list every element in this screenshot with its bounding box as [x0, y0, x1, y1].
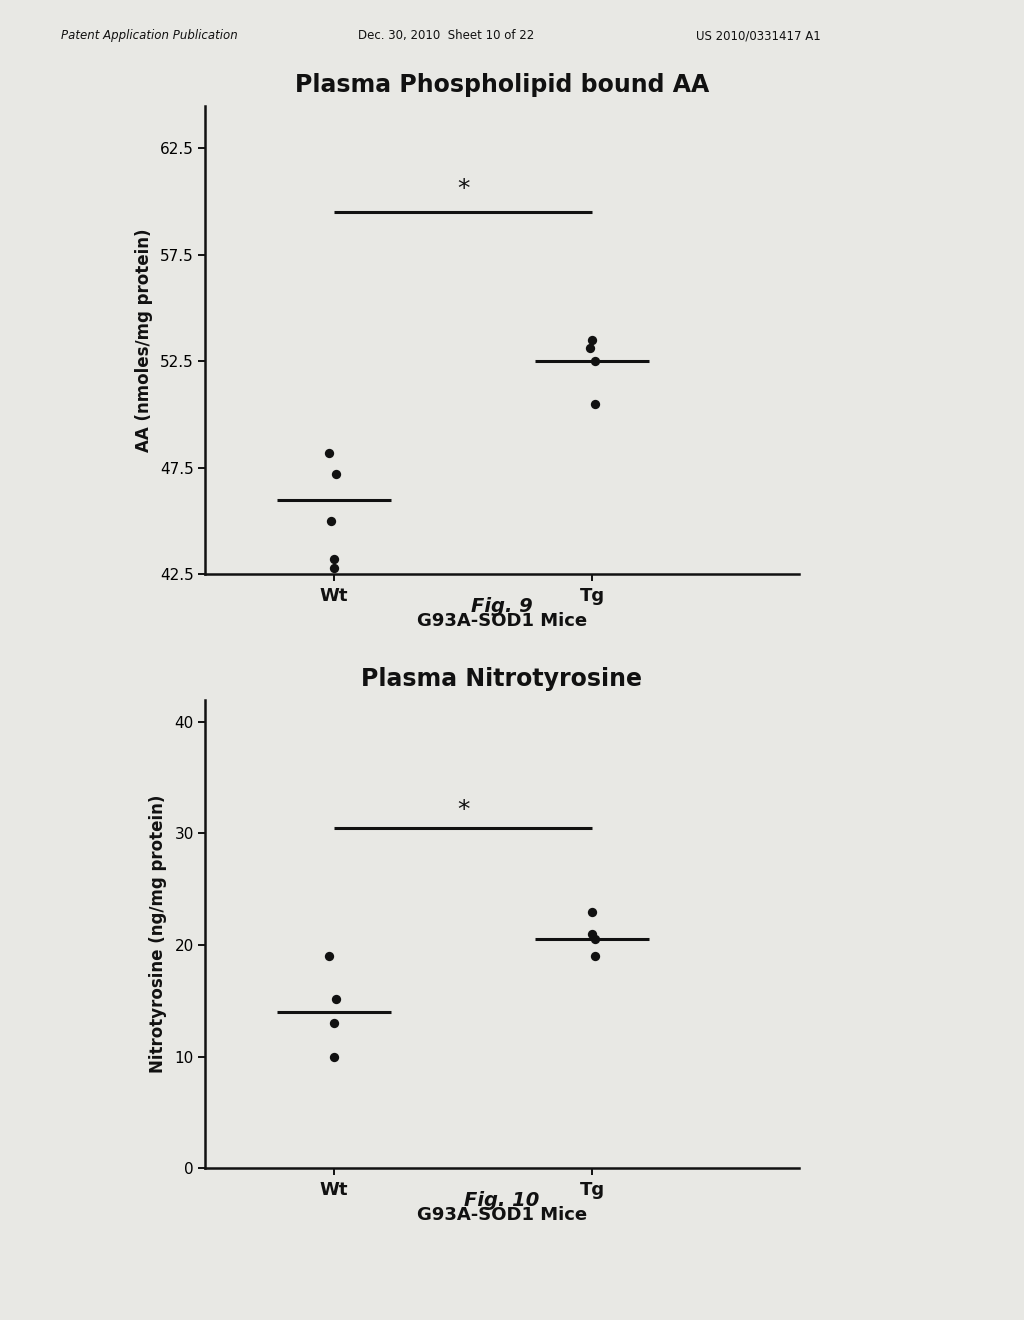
Point: [584, 924, 600, 945]
X-axis label: G93A-SOD1 Mice: G93A-SOD1 Mice: [417, 611, 587, 630]
Text: *: *: [457, 799, 469, 822]
Text: *: *: [457, 177, 469, 202]
Point: [587, 351, 603, 372]
Point: [326, 1012, 342, 1034]
Point: [321, 442, 337, 463]
Point: [587, 945, 603, 966]
Title: Plasma Phospholipid bound AA: Plasma Phospholipid bound AA: [295, 73, 709, 96]
Point: [329, 463, 345, 484]
X-axis label: G93A-SOD1 Mice: G93A-SOD1 Mice: [417, 1205, 587, 1224]
Point: [329, 989, 345, 1010]
Point: [587, 929, 603, 950]
Y-axis label: AA (nmoles/mg protein): AA (nmoles/mg protein): [135, 228, 153, 451]
Point: [326, 1045, 342, 1067]
Point: [584, 329, 600, 350]
Point: [326, 549, 342, 570]
Point: [584, 902, 600, 923]
Point: [324, 511, 340, 532]
Point: [587, 393, 603, 414]
Point: [326, 557, 342, 578]
Title: Plasma Nitrotyrosine: Plasma Nitrotyrosine: [361, 667, 642, 690]
Point: [321, 945, 337, 966]
Text: Fig. 9: Fig. 9: [471, 597, 532, 615]
Text: Fig. 10: Fig. 10: [464, 1191, 540, 1209]
Y-axis label: Nitrotyrosine (ng/mg protein): Nitrotyrosine (ng/mg protein): [150, 795, 167, 1073]
Text: Dec. 30, 2010  Sheet 10 of 22: Dec. 30, 2010 Sheet 10 of 22: [358, 29, 535, 42]
Text: Patent Application Publication: Patent Application Publication: [61, 29, 239, 42]
Text: US 2010/0331417 A1: US 2010/0331417 A1: [696, 29, 821, 42]
Point: [582, 338, 598, 359]
